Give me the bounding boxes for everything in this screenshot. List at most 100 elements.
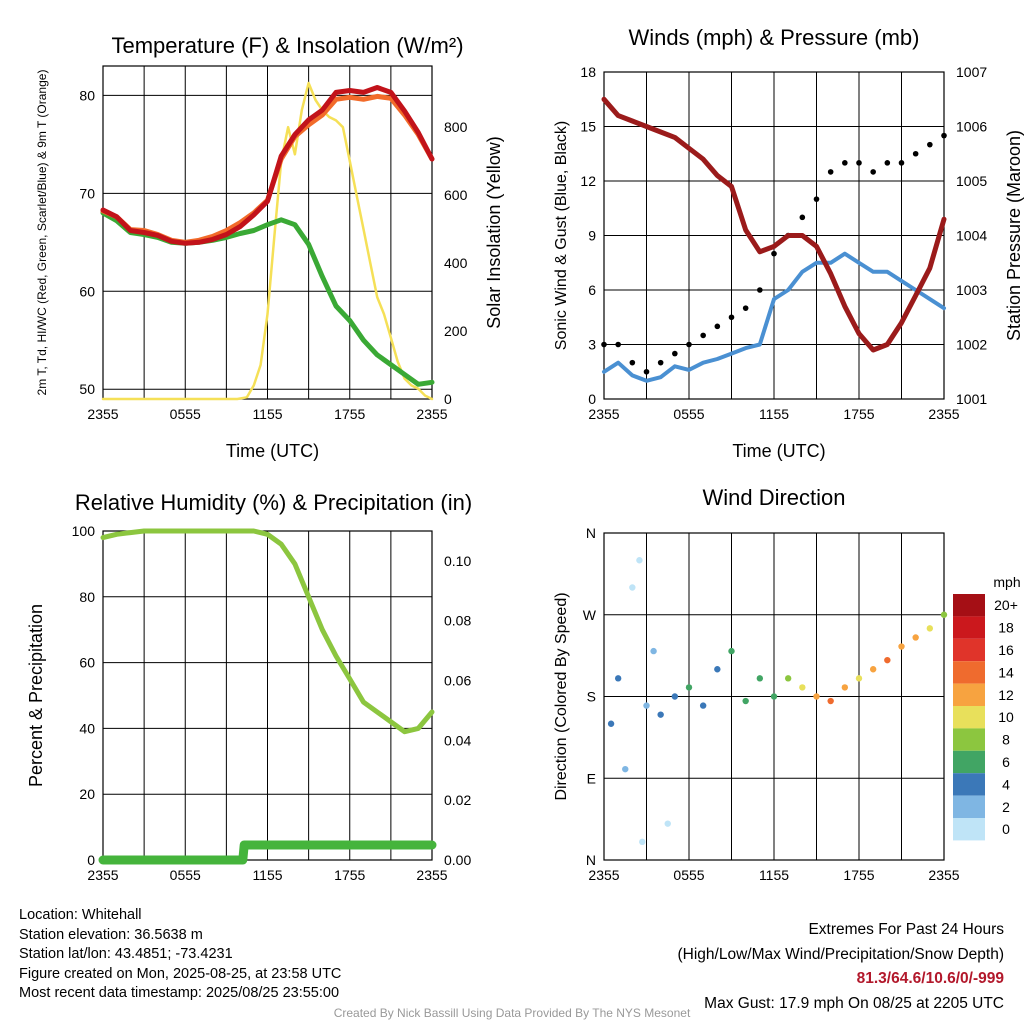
rh-ytick-label: 80 xyxy=(79,589,95,605)
colorbar-swatch xyxy=(953,773,985,796)
direction-point xyxy=(770,693,778,700)
pressure-ytick-label: 1002 xyxy=(956,337,987,353)
gust-point xyxy=(898,160,905,166)
colorbar-swatch xyxy=(953,616,985,639)
direction-point xyxy=(685,684,693,691)
most-recent-timestamp: Most recent data timestamp: 2025/08/25 2… xyxy=(19,985,340,1002)
direction-panel-xtick-label: 2355 xyxy=(588,867,619,883)
precip-ytick-label: 0.06 xyxy=(444,673,471,689)
direction-point xyxy=(756,675,764,682)
wind-ytick-label: 15 xyxy=(580,119,596,135)
solar-insolation-line xyxy=(101,81,434,401)
gust-point xyxy=(629,359,636,366)
direction-point xyxy=(614,675,622,682)
colorbar-label: 8 xyxy=(1002,732,1010,748)
gust-point xyxy=(714,323,721,330)
solar-ytick-label: 400 xyxy=(444,255,468,271)
direction-panel-xtick-label: 1155 xyxy=(759,867,789,883)
extremes-values: 81.3/64.6/10.6/0/-999 xyxy=(856,970,1004,987)
direction-point xyxy=(607,720,615,727)
gust-point xyxy=(643,368,650,375)
colorbar-label: 6 xyxy=(1002,754,1010,770)
direction-point xyxy=(629,584,636,591)
direction-point xyxy=(884,656,891,664)
credit-line: Created By Nick Bassill Using Data Provi… xyxy=(333,1006,691,1020)
gust-point xyxy=(799,214,806,221)
temperature-panel-xtick-label: 0555 xyxy=(170,406,201,422)
rh-ytick-label: 40 xyxy=(79,720,95,736)
temperature-ytick-label: 80 xyxy=(79,87,95,103)
wind-ytick-label: 3 xyxy=(588,337,596,353)
colorbar-label: 2 xyxy=(1002,799,1010,815)
colorbar-swatch xyxy=(953,594,985,617)
colorbar-label: 16 xyxy=(998,642,1014,658)
direction-point xyxy=(664,820,671,827)
pressure-ytick-label: 1006 xyxy=(956,119,987,135)
solar-ylabel: Solar Insolation (Yellow) xyxy=(484,136,504,328)
rh-title: Relative Humidity (%) & Precipitation (i… xyxy=(75,490,472,515)
gust-point xyxy=(700,332,706,339)
gust-point xyxy=(813,196,820,202)
rh-ylabel: Percent & Precipitation xyxy=(26,604,46,787)
colorbar-label: 18 xyxy=(998,620,1014,636)
direction-ylabel: Direction (Colored By Speed) xyxy=(553,592,570,800)
station-location: Location: Whitehall xyxy=(19,907,142,923)
temperature-panel-xtick-label: 1755 xyxy=(334,406,365,422)
colorbar-swatch xyxy=(953,795,985,818)
temperature-ytick-label: 60 xyxy=(79,283,95,299)
gust-point xyxy=(856,160,862,166)
colorbar-label: 20+ xyxy=(994,597,1018,613)
temperature-ylabel: 2m T, Td, HI/WC (Red, Green, Scarlet/Blu… xyxy=(35,70,49,396)
direction-point xyxy=(912,634,919,641)
colorbar-swatch xyxy=(953,683,985,706)
rh-ytick-label: 20 xyxy=(79,786,95,802)
station-latlon: Station lat/lon: 43.4851; -73.4231 xyxy=(19,946,233,963)
rh-ytick-label: 100 xyxy=(72,523,96,539)
station-elevation: Station elevation: 36.5638 m xyxy=(19,926,203,943)
gust-point xyxy=(601,341,607,348)
direction-title: Wind Direction xyxy=(702,485,845,510)
direction-point xyxy=(622,765,629,773)
direction-point xyxy=(742,697,749,705)
pressure-ytick-label: 1005 xyxy=(956,173,987,189)
temperature-ytick-label: 70 xyxy=(79,185,95,201)
wind-panel-xtick-label: 0555 xyxy=(673,406,704,422)
wind-title: Winds (mph) & Pressure (mb) xyxy=(629,25,920,50)
direction-panel-xtick-label: 1755 xyxy=(843,867,874,883)
wind-xlabel: Time (UTC) xyxy=(732,441,825,461)
direction-point xyxy=(714,666,721,673)
pressure-ytick-label: 1001 xyxy=(956,391,987,407)
wind-ylabel: Sonic Wind & Gust (Blue, Black) xyxy=(553,121,570,350)
direction-point xyxy=(636,557,643,564)
colorbar-swatch xyxy=(953,750,985,774)
pressure-line xyxy=(601,96,947,353)
temperature-line xyxy=(100,85,435,246)
solar-ytick-label: 600 xyxy=(444,187,468,203)
direction-point xyxy=(643,702,650,709)
wind-ytick-label: 18 xyxy=(580,64,596,80)
direction-panel-xtick-label: 2355 xyxy=(928,867,959,883)
rh-panel-xtick-label: 1755 xyxy=(334,867,365,883)
gust-point xyxy=(742,305,749,311)
wind-panel-xtick-label: 1755 xyxy=(843,406,874,422)
direction-point xyxy=(855,675,863,682)
speed-colorbar: mph 20+ 18 16 14 12 10 8 6 4 2 0 xyxy=(953,574,1021,841)
max-gust: Max Gust: 17.9 mph On 08/25 at 2205 UTC xyxy=(704,994,1004,1012)
temperature-xlabel: Time (UTC) xyxy=(226,441,319,461)
temperature-panel-xtick-label: 2355 xyxy=(416,406,447,422)
rh-panel-xtick-label: 0555 xyxy=(170,867,201,883)
gust-point xyxy=(842,160,848,166)
direction-point xyxy=(784,675,792,682)
colorbar-swatch xyxy=(953,728,985,751)
colorbar-swatch xyxy=(953,638,985,662)
direction-point xyxy=(728,647,735,655)
direction-ytick-label: E xyxy=(587,770,596,786)
gust-point xyxy=(927,141,933,148)
gust-point xyxy=(870,169,876,175)
gust-point xyxy=(615,341,621,348)
precip-ytick-label: 0.10 xyxy=(444,553,471,569)
direction-ytick-label: S xyxy=(587,689,596,705)
direction-point xyxy=(699,702,707,709)
